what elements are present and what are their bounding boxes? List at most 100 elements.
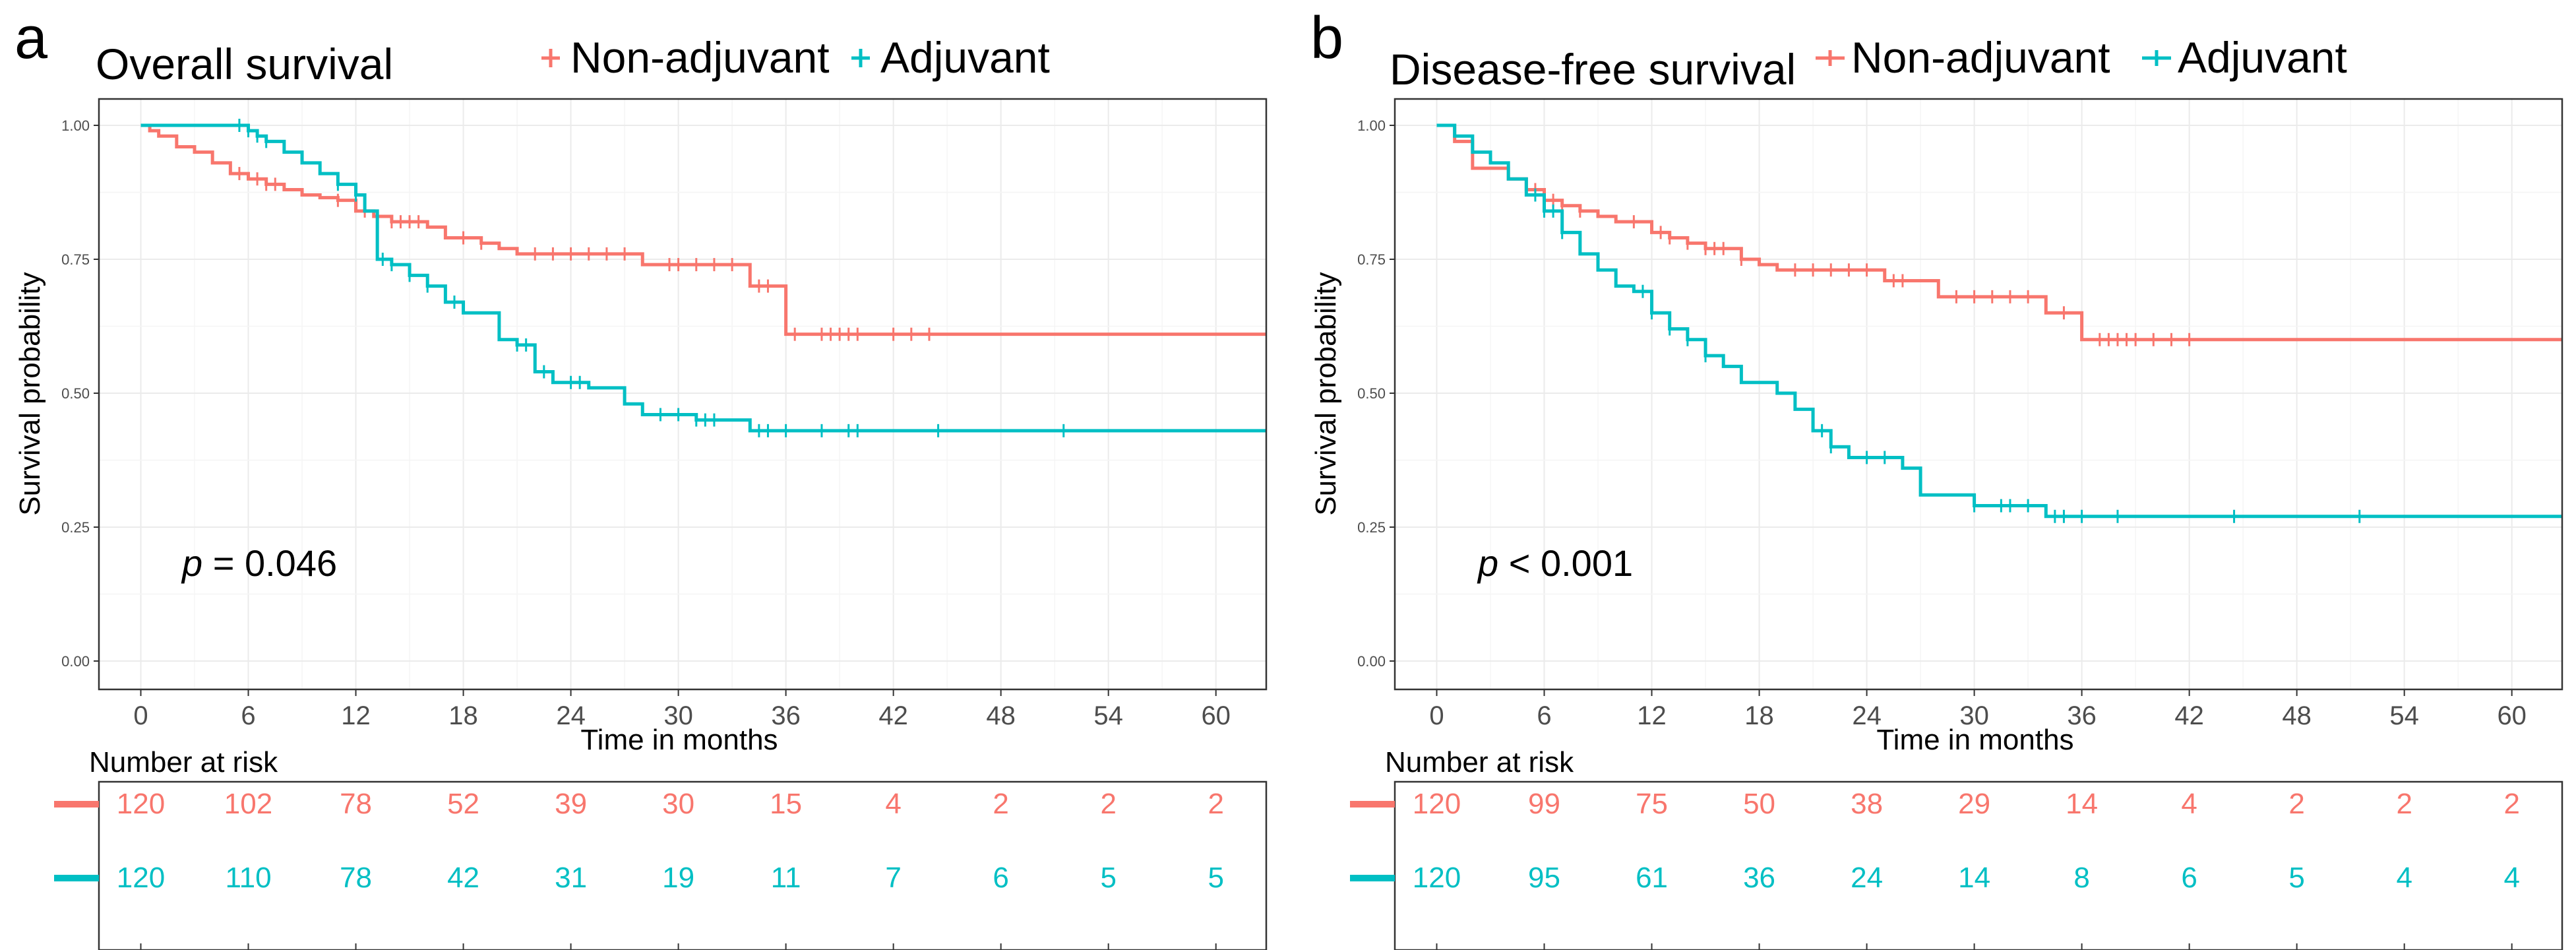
x-tick-label: 48 — [986, 701, 1016, 730]
risk-count: 50 — [1743, 788, 1775, 820]
x-tick-label: 24 — [556, 701, 586, 730]
risk-count: 5 — [1208, 862, 1223, 894]
x-tick-label: 54 — [2389, 701, 2419, 730]
risk-count: 19 — [662, 862, 694, 894]
risk-count: 11 — [771, 862, 801, 894]
legend-label-1: Adjuvant — [2178, 33, 2347, 82]
panel-a: a Overall survival Non-adjuvant Adjuvant 0.0… — [14, 5, 1268, 950]
risk-count: 2 — [993, 788, 1008, 820]
risk-count: 29 — [1958, 788, 1990, 820]
risk-count: 14 — [2066, 788, 2098, 820]
x-tick-label: 60 — [2497, 701, 2527, 730]
risk-count: 120 — [1413, 862, 1461, 894]
risk-count: 95 — [1528, 862, 1560, 894]
risk-count: 75 — [1636, 788, 1668, 820]
risk-count: 2 — [2396, 788, 2412, 820]
p-value: p < 0.001 — [1477, 542, 1633, 584]
y-tick-label: 0.25 — [61, 519, 90, 536]
risk-count: 42 — [447, 862, 479, 894]
x-tick-label: 30 — [663, 701, 693, 730]
risk-count: 14 — [1958, 862, 1990, 894]
risk-count: 52 — [447, 788, 479, 820]
km-curve-adjuvant — [1436, 123, 2562, 519]
p-value: p = 0.046 — [181, 542, 337, 584]
risk-table-title: Number at risk — [89, 746, 278, 778]
x-tick-label: 42 — [878, 701, 908, 730]
x-tick-label: 0 — [133, 701, 148, 730]
panel-letter: b — [1310, 5, 1343, 71]
plot-frame — [98, 98, 1268, 691]
risk-table-frame — [98, 780, 1268, 950]
risk-count: 4 — [885, 788, 901, 820]
panel-b: b Disease-free survival Non-adjuvant Adjuva… — [1310, 5, 2563, 950]
risk-count: 7 — [885, 862, 901, 894]
risk-count: 78 — [340, 862, 372, 894]
y-tick-label: 0.75 — [61, 251, 90, 268]
risk-count: 120 — [117, 788, 165, 820]
y-axis-title: Survival probability — [14, 272, 46, 515]
p-value-text: = 0.046 — [202, 542, 337, 584]
risk-count: 38 — [1851, 788, 1883, 820]
y-tick-label: 1.00 — [61, 117, 90, 134]
p-value-text: < 0.001 — [1498, 542, 1633, 584]
y-axis-title: Survival probability — [1310, 272, 1342, 515]
risk-count: 99 — [1528, 788, 1560, 820]
risk-count: 2 — [2503, 788, 2519, 820]
risk-table-title: Number at risk — [1385, 746, 1574, 778]
risk-count: 61 — [1636, 862, 1668, 894]
legend: Non-adjuvant Adjuvant — [1816, 33, 2347, 82]
plot-title: Disease-free survival — [1390, 45, 1796, 94]
risk-count: 120 — [1413, 788, 1461, 820]
y-tick-label: 0.25 — [1357, 519, 1386, 536]
y-tick-label: 0.50 — [1357, 385, 1386, 402]
km-curve-adjuvant — [140, 123, 1266, 433]
x-tick-label: 0 — [1429, 701, 1444, 730]
y-tick-label: 0.75 — [1357, 251, 1386, 268]
x-tick-label: 42 — [2174, 701, 2204, 730]
y-tick-label: 0.00 — [1357, 653, 1386, 670]
x-tick-label: 30 — [1959, 701, 1989, 730]
y-tick-label: 0.00 — [61, 653, 90, 670]
gridlines — [1395, 99, 2562, 689]
x-tick-label: 54 — [1093, 701, 1123, 730]
legend-label-0: Non-adjuvant — [570, 33, 830, 82]
y-tick-label: 1.00 — [1357, 117, 1386, 134]
plot-frame — [1394, 98, 2563, 691]
panel-letter: a — [15, 5, 48, 71]
x-tick-label: 6 — [1537, 701, 1551, 730]
x-tick-label: 12 — [1637, 701, 1667, 730]
risk-count: 2 — [1208, 788, 1223, 820]
legend-label-0: Non-adjuvant — [1851, 33, 2110, 82]
risk-count: 110 — [225, 862, 271, 894]
plot-background — [99, 99, 1266, 689]
plot-title: Overall survival — [96, 40, 393, 88]
risk-count: 24 — [1851, 862, 1883, 894]
risk-count: 6 — [2181, 862, 2197, 894]
x-tick-label: 12 — [341, 701, 371, 730]
x-tick-label: 36 — [2067, 701, 2097, 730]
risk-count: 39 — [555, 788, 587, 820]
p-value-symbol: p — [1477, 542, 1498, 584]
risk-count: 4 — [2181, 788, 2197, 820]
risk-count: 6 — [993, 862, 1008, 894]
curves — [1436, 123, 2562, 523]
x-tick-label: 18 — [1744, 701, 1774, 730]
risk-count: 8 — [2073, 862, 2089, 894]
x-tick-label: 6 — [241, 701, 255, 730]
x-tick-label: 24 — [1852, 701, 1882, 730]
x-axis-title: Time in months — [1876, 724, 2073, 756]
risk-count: 4 — [2396, 862, 2412, 894]
plot-background — [1395, 99, 2562, 689]
risk-count: 78 — [340, 788, 372, 820]
risk-table-frame — [1394, 780, 2563, 950]
x-tick-label: 36 — [771, 701, 801, 730]
x-axis-title: Time in months — [580, 724, 778, 756]
legend: Non-adjuvant Adjuvant — [541, 33, 1050, 82]
curves — [140, 119, 1266, 437]
x-tick-label: 48 — [2282, 701, 2312, 730]
risk-count: 31 — [555, 862, 587, 894]
risk-count: 5 — [2288, 862, 2304, 894]
risk-count: 102 — [224, 788, 272, 820]
x-tick-label: 18 — [448, 701, 478, 730]
